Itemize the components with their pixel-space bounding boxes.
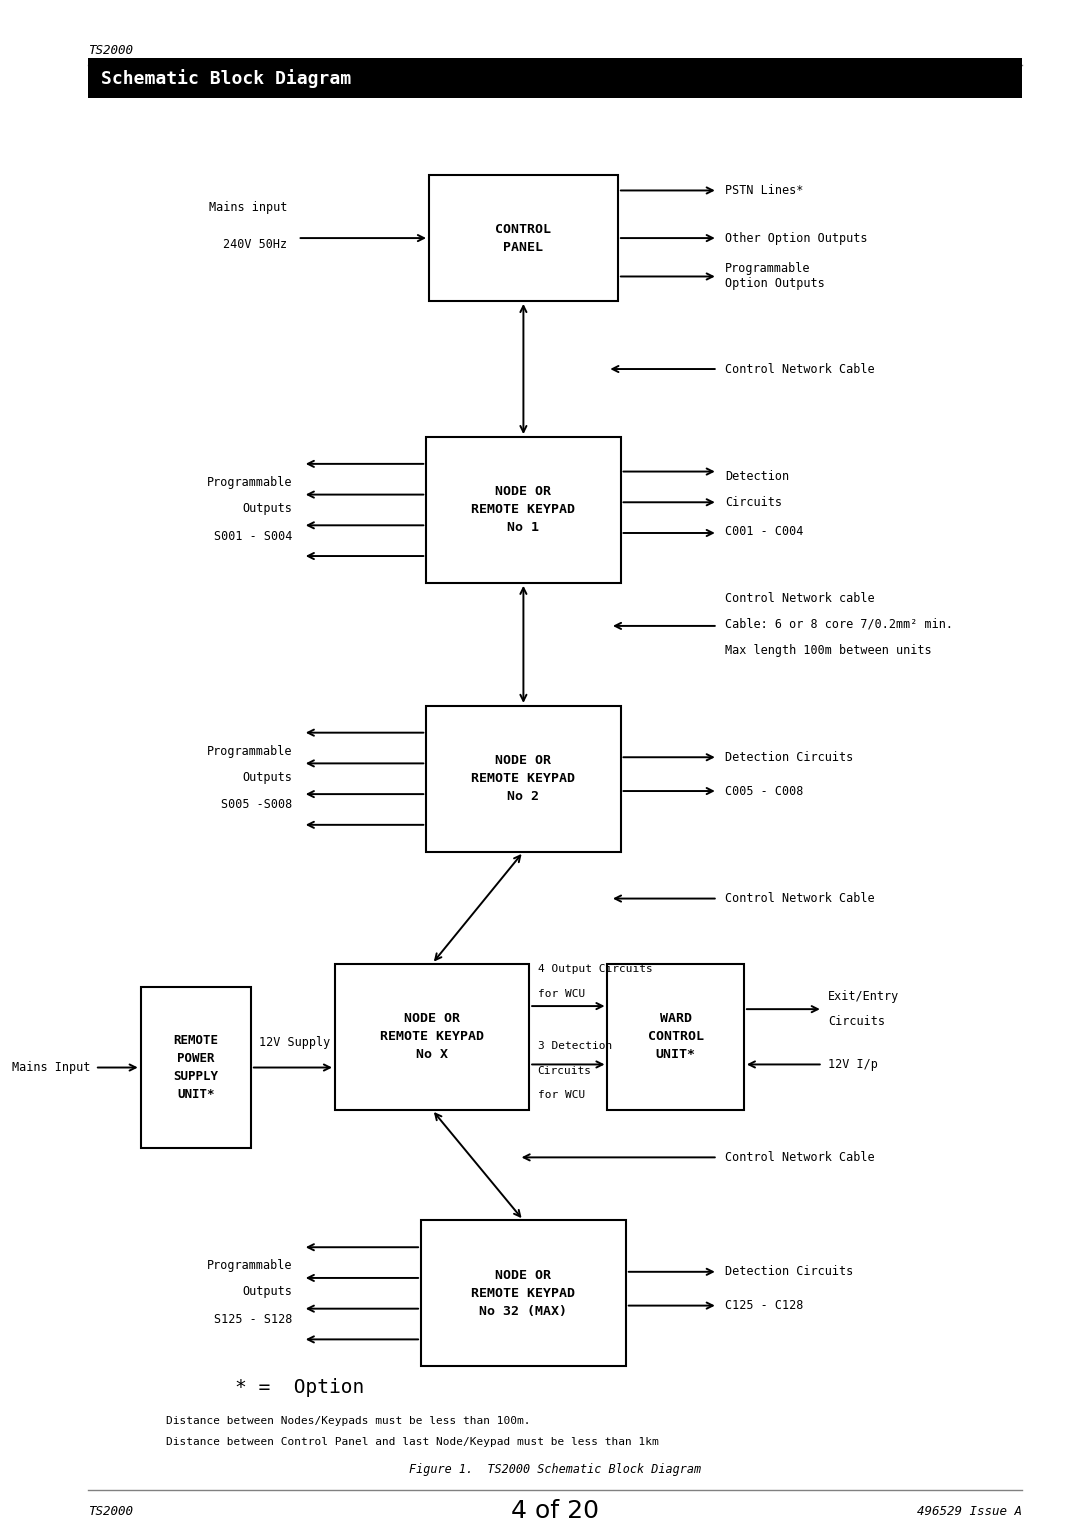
Bar: [421, 1220, 625, 1367]
Text: S125 - S128: S125 - S128: [214, 1313, 293, 1326]
Text: Programmable: Programmable: [207, 476, 293, 488]
Text: 496529 Issue A: 496529 Issue A: [917, 1505, 1023, 1518]
Text: for WCU: for WCU: [538, 989, 585, 998]
Text: Figure 1.  TS2000 Schematic Block Diagram: Figure 1. TS2000 Schematic Block Diagram: [409, 1464, 701, 1476]
Text: Detection Circuits: Detection Circuits: [725, 751, 853, 763]
Text: Control Network Cable: Control Network Cable: [725, 892, 875, 905]
Text: TS2000: TS2000: [87, 1505, 133, 1518]
Text: 240V 50Hz: 240V 50Hz: [222, 238, 287, 250]
Text: Cable: 6 or 8 core 7/0.2mm² min.: Cable: 6 or 8 core 7/0.2mm² min.: [725, 617, 953, 631]
Text: Programmable
Option Outputs: Programmable Option Outputs: [725, 263, 825, 290]
Text: Programmable: Programmable: [207, 1260, 293, 1272]
Bar: [87, 58, 1023, 98]
Text: Programmable: Programmable: [207, 745, 293, 757]
Text: C125 - C128: C125 - C128: [725, 1299, 804, 1312]
Text: Outputs: Outputs: [243, 1286, 293, 1298]
Text: Other Option Outputs: Other Option Outputs: [725, 232, 867, 244]
Text: NODE OR
REMOTE KEYPAD
No X: NODE OR REMOTE KEYPAD No X: [380, 1012, 484, 1061]
Text: NODE OR
REMOTE KEYPAD
No 2: NODE OR REMOTE KEYPAD No 2: [471, 754, 576, 803]
Text: NODE OR
REMOTE KEYPAD
No 1: NODE OR REMOTE KEYPAD No 1: [471, 485, 576, 535]
Bar: [140, 988, 251, 1149]
Text: 12V I/p: 12V I/p: [828, 1058, 878, 1071]
Bar: [427, 436, 621, 582]
Text: C001 - C004: C001 - C004: [725, 525, 804, 538]
Bar: [607, 965, 744, 1109]
Text: Schematic Block Diagram: Schematic Block Diagram: [102, 69, 351, 88]
Text: for WCU: for WCU: [538, 1091, 585, 1100]
Text: * =  Option: * = Option: [234, 1378, 364, 1396]
Text: Circuits: Circuits: [828, 1015, 885, 1028]
Text: Detection Circuits: Detection Circuits: [725, 1266, 853, 1278]
Text: PSTN Lines*: PSTN Lines*: [725, 184, 804, 197]
Text: Mains Input: Mains Input: [12, 1061, 91, 1074]
Text: Mains input: Mains input: [208, 201, 287, 214]
Bar: [429, 175, 618, 301]
Bar: [335, 965, 529, 1109]
Text: Distance between Nodes/Keypads must be less than 100m.: Distance between Nodes/Keypads must be l…: [166, 1416, 531, 1425]
Text: 4 Output Circuits: 4 Output Circuits: [538, 965, 652, 974]
Text: Detection: Detection: [725, 470, 789, 482]
Text: Circuits: Circuits: [725, 496, 782, 508]
Text: Control Network Cable: Control Network Cable: [725, 1150, 875, 1164]
Text: Distance between Control Panel and last Node/Keypad must be less than 1km: Distance between Control Panel and last …: [166, 1438, 659, 1447]
Text: C005 - C008: C005 - C008: [725, 785, 804, 797]
Text: Circuits: Circuits: [538, 1066, 592, 1075]
Text: S001 - S004: S001 - S004: [214, 530, 293, 542]
Text: TS2000: TS2000: [87, 45, 133, 57]
Text: Outputs: Outputs: [243, 502, 293, 515]
Bar: [427, 707, 621, 851]
Text: NODE OR
REMOTE KEYPAD
No 32 (MAX): NODE OR REMOTE KEYPAD No 32 (MAX): [471, 1269, 576, 1318]
Text: REMOTE
POWER
SUPPLY
UNIT*: REMOTE POWER SUPPLY UNIT*: [173, 1034, 218, 1101]
Text: 4 of 20: 4 of 20: [511, 1499, 599, 1524]
Text: Exit/Entry: Exit/Entry: [828, 991, 900, 1003]
Text: Outputs: Outputs: [243, 771, 293, 783]
Text: S005 -S008: S005 -S008: [221, 799, 293, 811]
Text: 12V Supply: 12V Supply: [259, 1037, 330, 1049]
Text: Control Network cable: Control Network cable: [725, 591, 875, 605]
Text: WARD
CONTROL
UNIT*: WARD CONTROL UNIT*: [648, 1012, 704, 1061]
Text: Max length 100m between units: Max length 100m between units: [725, 644, 932, 657]
Text: Control Network Cable: Control Network Cable: [725, 362, 875, 375]
Text: CONTROL
PANEL: CONTROL PANEL: [496, 223, 552, 253]
Text: 3 Detection: 3 Detection: [538, 1041, 612, 1051]
